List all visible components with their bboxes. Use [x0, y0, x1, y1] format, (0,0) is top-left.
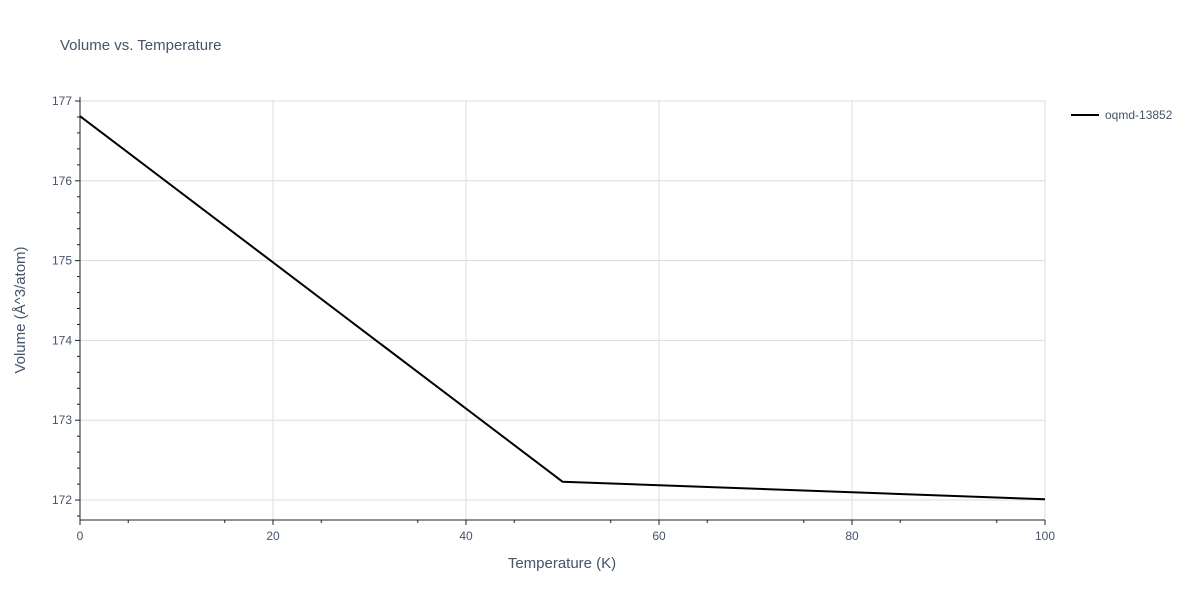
- x-tick-label: 20: [266, 529, 280, 543]
- y-tick-label: 177: [52, 94, 72, 108]
- axes: 0 20 40 60 80 100 172 173 174 175 176 177: [52, 94, 1055, 543]
- y-tick-label: 174: [52, 333, 72, 347]
- series-line-oqmd-13852: [79, 115, 1046, 501]
- y-axis-title: Volume (Å^3/atom): [12, 246, 29, 373]
- y-tick-label: 175: [52, 254, 72, 268]
- legend[interactable]: oqmd-13852: [1071, 108, 1173, 122]
- series-layer: [79, 115, 1046, 501]
- x-tick-label: 0: [77, 529, 84, 543]
- y-tick-label: 176: [52, 174, 72, 188]
- x-tick-label: 40: [459, 529, 473, 543]
- x-tick-label: 100: [1035, 529, 1055, 543]
- grid-lines: [80, 100, 1046, 520]
- x-tick-label: 80: [845, 529, 859, 543]
- legend-label: oqmd-13852: [1105, 108, 1173, 122]
- x-axis-title: Temperature (K): [508, 555, 616, 572]
- x-tick-label: 60: [652, 529, 666, 543]
- chart-title: Volume vs. Temperature: [60, 37, 221, 54]
- y-tick-label: 173: [52, 413, 72, 427]
- y-tick-label: 172: [52, 493, 72, 507]
